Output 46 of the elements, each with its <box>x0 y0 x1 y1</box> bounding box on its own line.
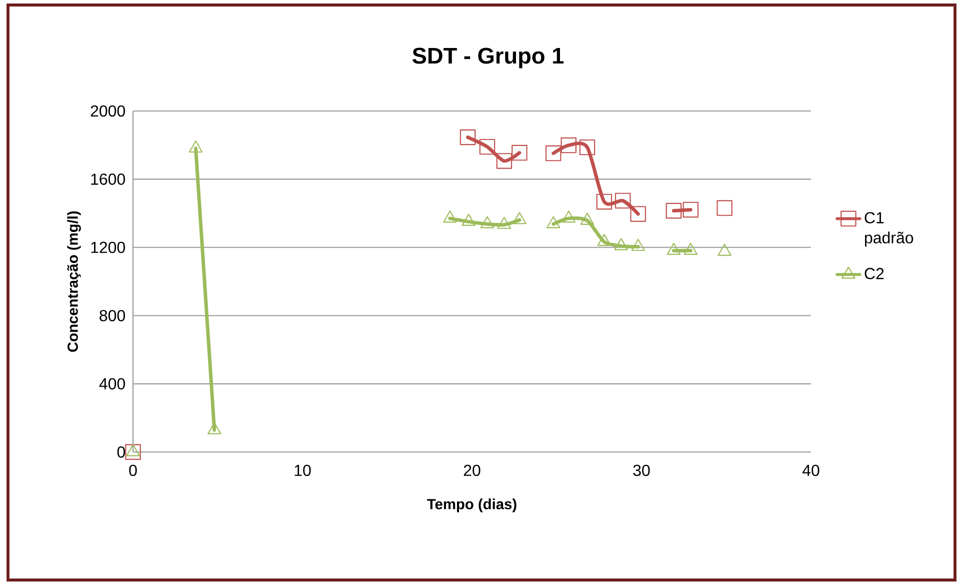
point <box>546 216 560 228</box>
point <box>614 192 631 209</box>
point <box>666 202 682 219</box>
legend-label: C1 padrão <box>864 212 914 247</box>
point <box>545 145 562 162</box>
x-tick-label: 10 <box>294 464 311 476</box>
y-tick-label: 1200 <box>91 242 126 254</box>
point <box>512 212 526 224</box>
y-tick-label: 0 <box>117 446 126 458</box>
x-axis-title: Tempo (dias) <box>427 498 516 512</box>
point <box>666 242 681 255</box>
x-tick-label: 30 <box>633 464 650 476</box>
point <box>188 140 203 153</box>
point <box>631 238 645 251</box>
legend-label: C2 <box>864 268 884 280</box>
point <box>682 202 699 218</box>
point <box>462 214 476 226</box>
x-tick-label: 40 <box>802 464 820 476</box>
point <box>684 242 698 255</box>
point <box>496 153 512 169</box>
y-axis-title: Concentração (mg/l) <box>67 211 81 352</box>
point <box>580 212 594 225</box>
y-tick-label: 400 <box>99 378 126 390</box>
point <box>479 138 496 155</box>
point <box>716 200 732 216</box>
y-tick-label: 2000 <box>90 105 126 117</box>
point <box>497 216 512 229</box>
point <box>460 129 476 146</box>
point <box>718 244 732 256</box>
point <box>579 139 596 156</box>
point <box>207 422 222 434</box>
y-tick-label: 800 <box>100 310 126 322</box>
y-tick-label: 1600 <box>91 174 126 185</box>
x-tick-label: 0 <box>129 464 137 476</box>
point <box>630 206 646 222</box>
x-tick-label: 20 <box>464 464 480 476</box>
chart-title: SDT - Grupo 1 <box>412 48 564 68</box>
point <box>596 194 612 210</box>
point <box>512 144 528 161</box>
point <box>560 137 576 154</box>
point <box>597 234 612 246</box>
point <box>614 238 628 250</box>
point <box>126 444 140 456</box>
point <box>480 216 494 228</box>
point <box>562 210 576 223</box>
point <box>443 210 457 223</box>
